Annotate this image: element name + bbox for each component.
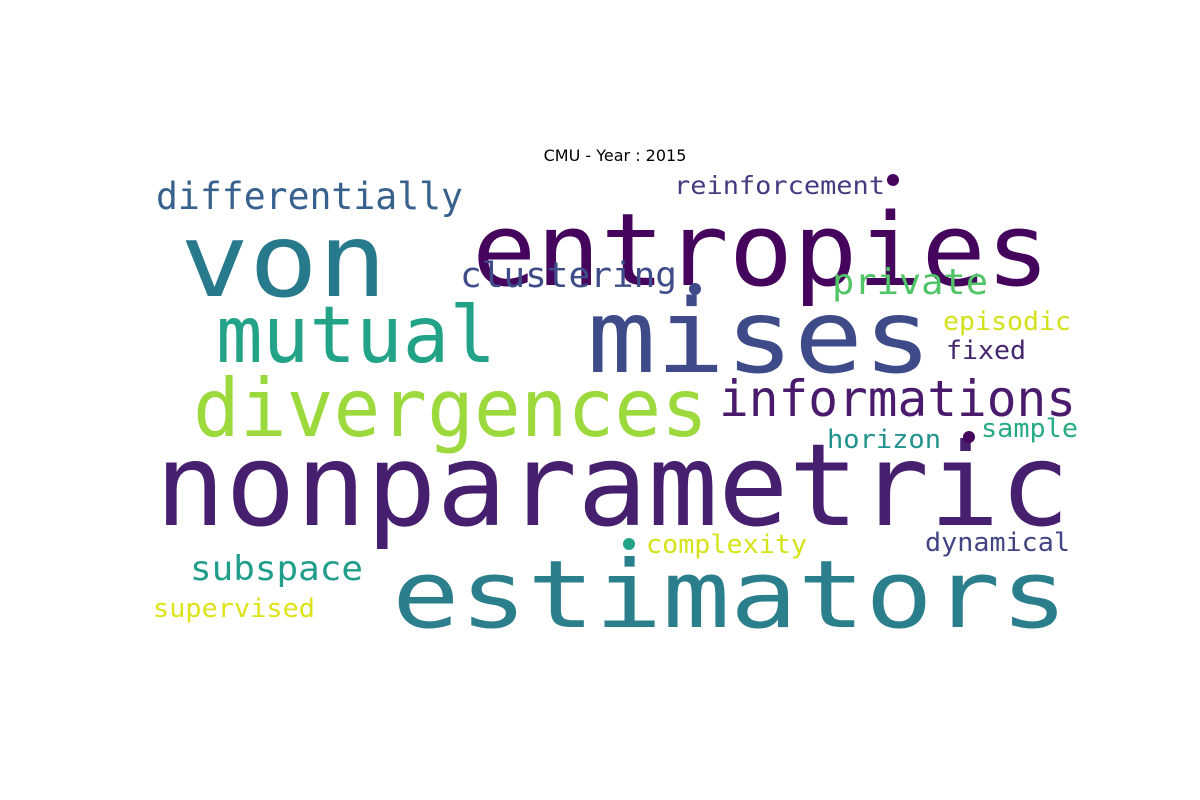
word-mises: mises [587, 278, 932, 397]
dot-mark-2 [689, 283, 701, 295]
word-dynamical: dynamical [925, 528, 1070, 558]
word-differentially: differentially [156, 175, 463, 218]
word-divergences: divergences [193, 362, 708, 455]
word-clustering: clustering [460, 256, 677, 296]
figure-title: CMU - Year : 2015 [543, 146, 687, 165]
word-fixed: fixed [946, 336, 1026, 366]
dot-mark-4 [623, 538, 635, 550]
word-von: von [180, 202, 387, 321]
word-estimators: estimators [392, 541, 1068, 650]
word-private: private [832, 262, 988, 303]
word-horizon: horizon [827, 425, 941, 455]
word-episodic: episodic [943, 307, 1071, 337]
word-informations: informations [719, 370, 1076, 428]
dot-mark-3 [963, 431, 975, 443]
word-reinforcement: reinforcement [674, 171, 885, 200]
word-entropies: entropies [472, 191, 1050, 309]
word-subspace: subspace [190, 549, 363, 589]
word-mutual: mutual [216, 291, 496, 381]
word-complexity: complexity [646, 530, 807, 560]
word-sample: sample [981, 414, 1078, 444]
dot-mark-1 [887, 174, 899, 186]
word-nonparametric: nonparametric [155, 419, 1070, 552]
word-supervised: supervised [153, 594, 315, 624]
